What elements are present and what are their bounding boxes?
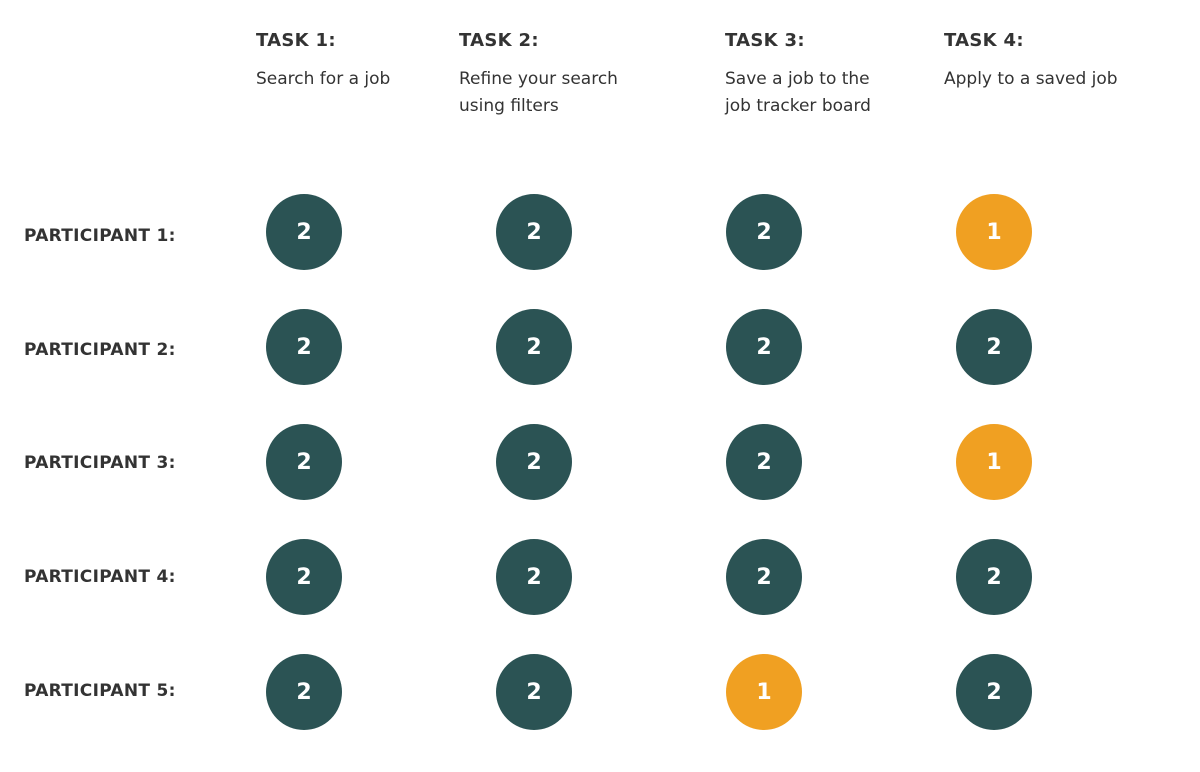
score-badge: 2 [726, 424, 802, 500]
score-badge: 1 [726, 654, 802, 730]
participant-label-4: PARTICIPANT 4: [24, 567, 176, 587]
score-badge: 2 [956, 654, 1032, 730]
task-title: TASK 2: [459, 30, 539, 51]
score-badge: 2 [726, 194, 802, 270]
task-description: Save a job to the job tracker board [725, 69, 871, 116]
task-title: TASK 3: [725, 30, 805, 51]
task-description: Apply to a saved job [944, 69, 1118, 89]
participant-label-1: PARTICIPANT 1: [24, 226, 176, 246]
score-badge: 2 [496, 539, 572, 615]
task-header-4: TASK 4: Apply to a saved job [944, 30, 1118, 93]
task-title: TASK 1: [256, 30, 336, 51]
score-badge: 2 [496, 424, 572, 500]
score-badge: 2 [726, 309, 802, 385]
score-badge: 2 [496, 654, 572, 730]
score-badge: 2 [266, 654, 342, 730]
score-badge: 2 [266, 424, 342, 500]
task-header-2: TASK 2: Refine your search using filters [459, 30, 618, 120]
participant-label-3: PARTICIPANT 3: [24, 453, 176, 473]
score-badge: 2 [496, 194, 572, 270]
task-description: Search for a job [256, 69, 391, 89]
score-badge: 2 [266, 194, 342, 270]
score-badge: 2 [956, 309, 1032, 385]
task-description: Refine your search using filters [459, 69, 618, 116]
task-header-3: TASK 3: Save a job to the job tracker bo… [725, 30, 871, 120]
score-badge: 2 [956, 539, 1032, 615]
participant-label-5: PARTICIPANT 5: [24, 681, 176, 701]
score-badge: 1 [956, 424, 1032, 500]
score-badge: 2 [266, 539, 342, 615]
score-badge: 2 [496, 309, 572, 385]
score-badge: 2 [726, 539, 802, 615]
participant-label-2: PARTICIPANT 2: [24, 340, 176, 360]
score-badge: 1 [956, 194, 1032, 270]
task-title: TASK 4: [944, 30, 1024, 51]
score-badge: 2 [266, 309, 342, 385]
task-header-1: TASK 1: Search for a job [256, 30, 390, 93]
